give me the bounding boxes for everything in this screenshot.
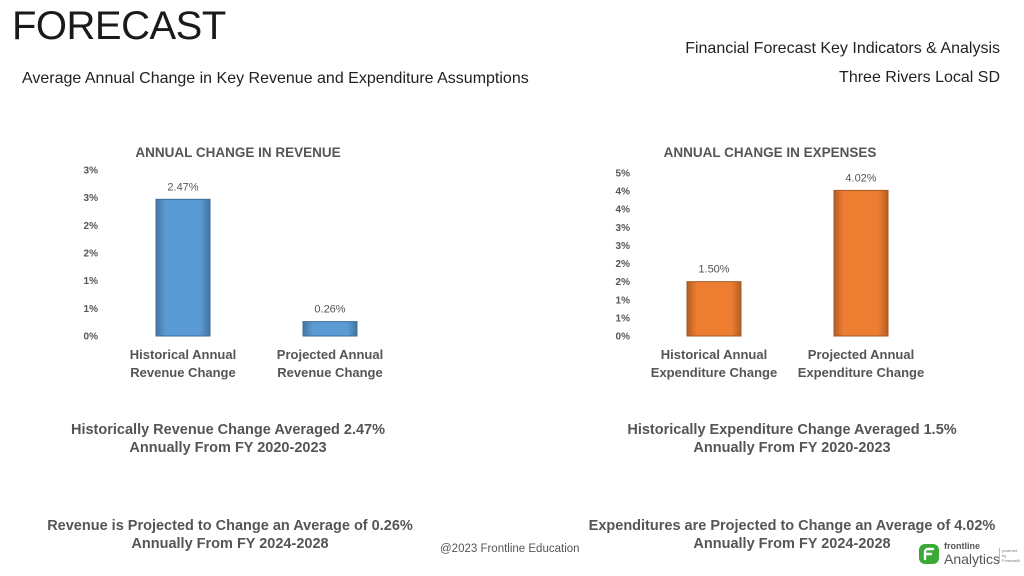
expense-bar: [686, 281, 742, 337]
revenue-y-tick-label: 2%: [84, 221, 99, 232]
expense-y-tick-label: 2%: [616, 259, 631, 270]
brand-main-word: Analytics: [944, 551, 1001, 567]
expense-y-tick-label: 2%: [616, 277, 631, 288]
revenue-category-label: Historical Annual: [130, 347, 236, 362]
expense-projected-line-1: Expenditures are Projected to Change an …: [588, 518, 996, 534]
revenue-category-label: Projected Annual: [277, 347, 383, 362]
revenue-projected-line-2: Annually From FY 2024-2028: [131, 536, 329, 552]
expense-y-tick-label: 3%: [616, 223, 631, 234]
revenue-category-label: Revenue Change: [277, 365, 382, 380]
revenue-data-label: 2.47%: [167, 181, 198, 193]
expense-y-tick-label: 0%: [616, 332, 631, 343]
expense-data-label: 4.02%: [845, 172, 876, 184]
revenue-historical-line-1: Historically Revenue Change Averaged 2.4…: [70, 422, 386, 438]
expense-projected-line-2: Annually From FY 2024-2028: [693, 536, 891, 552]
revenue-y-tick-label: 0%: [84, 332, 99, 343]
revenue-projected-line-1: Revenue is Projected to Change an Averag…: [47, 518, 413, 534]
frontline-logo-icon: [919, 544, 939, 564]
expense-historical-line-2: Annually From FY 2020-2023: [693, 440, 891, 456]
expense-data-label: 1.50%: [698, 264, 729, 276]
revenue-y-tick-label: 1%: [84, 304, 99, 315]
revenue-y-tick-label: 2%: [84, 249, 99, 260]
expense-chart-title: ANNUAL CHANGE IN EXPENSES: [663, 145, 877, 160]
expense-historical-note: Historically Expenditure Change Averaged…: [592, 421, 992, 457]
expense-y-tick-label: 3%: [616, 241, 631, 252]
expense-projected-note: Expenditures are Projected to Change an …: [572, 517, 1012, 553]
brand-top-word: frontline: [944, 541, 980, 551]
revenue-y-tick-label: 3%: [84, 193, 99, 204]
revenue-chart-title: ANNUAL CHANGE IN REVENUE: [135, 145, 341, 160]
district-name: Three Rivers Local SD: [839, 69, 1000, 86]
expense-category-label: Projected Annual: [808, 347, 914, 362]
revenue-category-label: Revenue Change: [130, 365, 235, 380]
revenue-data-label: 0.26%: [314, 304, 345, 316]
expense-y-tick-label: 1%: [616, 295, 631, 306]
expense-historical-line-1: Historically Expenditure Change Averaged…: [627, 422, 957, 438]
revenue-historical-line-2: Annually From FY 2020-2023: [129, 440, 327, 456]
revenue-y-tick-label: 1%: [84, 276, 99, 287]
page-title: FORECAST: [12, 4, 226, 48]
revenue-bar: [155, 198, 211, 337]
report-title: Financial Forecast Key Indicators & Anal…: [685, 40, 1000, 57]
expense-y-tick-label: 1%: [616, 313, 631, 324]
revenue-y-tick-label: 3%: [84, 166, 99, 177]
expense-category-label: Expenditure Change: [651, 365, 777, 380]
expense-y-tick-label: 4%: [616, 187, 631, 198]
expense-y-tick-label: 4%: [616, 205, 631, 216]
expense-y-tick-label: 5%: [616, 169, 631, 180]
copyright-text: @2023 Frontline Education: [440, 543, 580, 555]
revenue-historical-note: Historically Revenue Change Averaged 2.4…: [28, 421, 428, 457]
expense-category-label: Historical Annual: [661, 347, 767, 362]
page-subtitle: Average Annual Change in Key Revenue and…: [22, 70, 529, 87]
expense-category-label: Expenditure Change: [798, 365, 924, 380]
header-info: Financial Forecast Key Indicators & Anal…: [685, 34, 1000, 92]
revenue-projected-note: Revenue is Projected to Change an Averag…: [20, 517, 440, 553]
revenue-bar: [302, 321, 358, 337]
frontline-analytics-logo: frontline Analytics powered by Forecast5: [918, 540, 1020, 570]
expense-bar: [833, 189, 889, 337]
brand-tagline: powered by Forecast5: [999, 548, 1022, 563]
